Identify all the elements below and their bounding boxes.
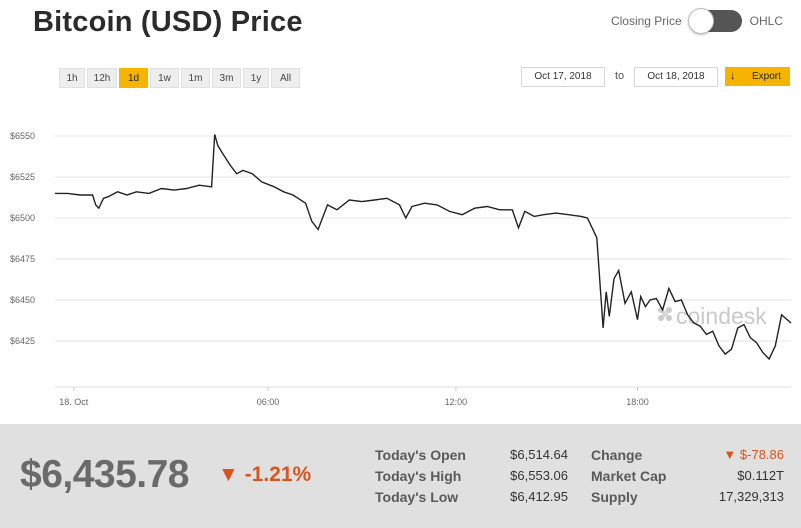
y-tick-label: $6450 <box>10 295 35 305</box>
watermark-text: coindesk <box>676 303 767 329</box>
x-tick-label: 06:00 <box>257 397 280 407</box>
x-tick-label: 18. Oct <box>59 397 89 407</box>
todays-high-value: $6,553.06 <box>510 468 568 483</box>
export-label: Export <box>752 71 781 82</box>
todays-open-label: Today's Open <box>375 447 466 463</box>
y-tick-label: $6550 <box>10 131 35 141</box>
range-button-1y[interactable]: 1y <box>243 68 269 88</box>
time-range-selector: 1h 12h 1d 1w 1m 3m 1y All <box>59 68 300 88</box>
supply-value: 17,329,313 <box>718 489 784 504</box>
page-title: Bitcoin (USD) Price <box>33 6 303 38</box>
y-tick-label: $6475 <box>10 254 35 264</box>
date-to-label: to <box>615 70 625 82</box>
market-cap-label: Market Cap <box>591 468 667 484</box>
coindesk-logo-icon <box>658 307 672 321</box>
range-button-all[interactable]: All <box>271 68 300 88</box>
down-arrow-icon: ▼ <box>218 463 239 486</box>
range-button-1m[interactable]: 1m <box>181 68 210 88</box>
coindesk-watermark: coindesk <box>658 303 767 329</box>
download-arrow-icon: ↓ <box>730 70 736 82</box>
todays-low-value: $6,412.95 <box>510 489 568 504</box>
supply-label: Supply <box>591 489 638 505</box>
price-mode-toggle[interactable] <box>687 8 742 34</box>
toggle-label-closing-price[interactable]: Closing Price <box>610 14 682 28</box>
y-tick-label: $6500 <box>10 213 35 223</box>
range-button-1d[interactable]: 1d <box>119 68 148 88</box>
price-chart[interactable]: coindesk $6550$6525$6500$6475$6450$6425 … <box>0 95 801 417</box>
price-mode-toggle-group: Closing Price OHLC <box>610 8 783 34</box>
range-button-1h[interactable]: 1h <box>59 68 85 88</box>
export-button[interactable]: ↓ Export <box>725 67 790 86</box>
x-tick-label: 18:00 <box>626 397 649 407</box>
x-tick-label: 12:00 <box>445 397 468 407</box>
range-button-1w[interactable]: 1w <box>150 68 179 88</box>
y-tick-label: $6425 <box>10 336 35 346</box>
todays-low-label: Today's Low <box>375 489 459 505</box>
change-value: ▼ $-78.86 <box>723 447 784 462</box>
date-from-input[interactable]: Oct 17, 2018 <box>521 67 605 87</box>
market-cap-value: $0.112T <box>737 468 784 483</box>
range-button-12h[interactable]: 12h <box>87 68 117 88</box>
price-summary-panel: $6,435.78 ▼ -1.21% Today's Open $6,514.6… <box>0 424 801 528</box>
toggle-knob[interactable] <box>687 8 714 34</box>
price-line[interactable] <box>55 134 792 361</box>
todays-high-label: Today's High <box>375 468 462 484</box>
range-button-3m[interactable]: 3m <box>212 68 241 88</box>
price-change-percent: ▼ -1.21% <box>218 463 311 487</box>
change-percent-value: -1.21% <box>244 463 312 486</box>
change-label: Change <box>591 447 643 463</box>
toggle-label-ohlc[interactable]: OHLC <box>749 14 783 28</box>
current-price: $6,435.78 <box>20 453 190 496</box>
y-tick-label: $6525 <box>10 172 35 182</box>
date-to-input[interactable]: Oct 18, 2018 <box>634 67 718 87</box>
todays-open-value: $6,514.64 <box>510 447 568 462</box>
